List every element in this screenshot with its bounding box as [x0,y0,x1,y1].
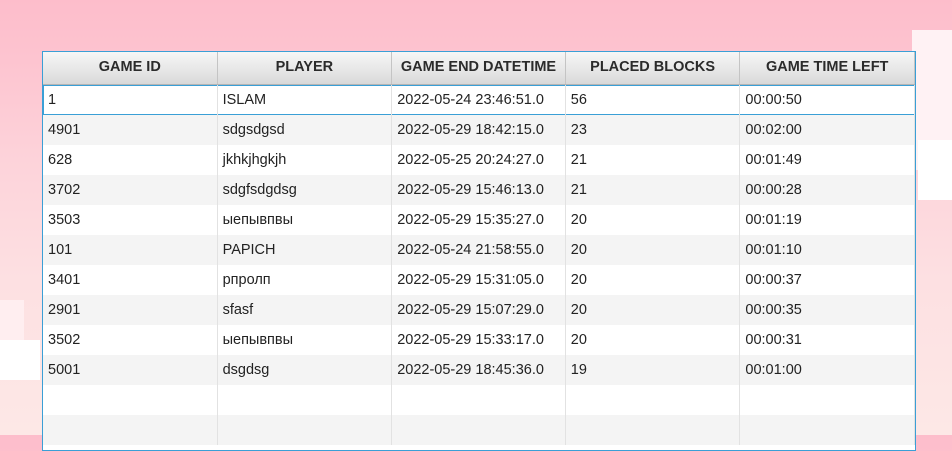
cell-game-id: 1 [43,85,218,115]
column-header-game-time-left[interactable]: GAME TIME LEFT [740,52,915,84]
cell-game-end-datetime: 2022-05-29 15:35:27.0 [392,205,566,235]
table-row[interactable]: 628 jkhkjhgkjh 2022-05-25 20:24:27.0 21 … [43,145,915,175]
column-header-player[interactable]: PLAYER [218,52,393,84]
table-row[interactable]: 3502 ыепывпвы 2022-05-29 15:33:17.0 20 0… [43,325,915,355]
table-row[interactable]: 3702 sdgfsdgdsg 2022-05-29 15:46:13.0 21… [43,175,915,205]
cell-player: PAPICH [218,235,393,265]
cell-placed-blocks: 20 [566,235,741,265]
cell-game-time-left: 00:00:37 [740,265,915,295]
cell-game-id: 3503 [43,205,218,235]
cell-game-id: 4901 [43,115,218,145]
cell-game-id: 101 [43,235,218,265]
background-cloud [0,340,40,380]
empty-cell [566,415,741,445]
table-row[interactable]: 101 PAPICH 2022-05-24 21:58:55.0 20 00:0… [43,235,915,265]
cell-game-end-datetime: 2022-05-29 18:42:15.0 [392,115,566,145]
cell-player: sdgsdgsd [218,115,393,145]
table-header: GAME ID PLAYER GAME END DATETIME PLACED … [43,52,915,85]
empty-cell [218,415,393,445]
column-header-game-end-datetime[interactable]: GAME END DATETIME [392,52,566,84]
cell-placed-blocks: 23 [566,115,741,145]
table-row[interactable]: 5001 dsgdsg 2022-05-29 18:45:36.0 19 00:… [43,355,915,385]
table-row[interactable]: 4901 sdgsdgsd 2022-05-29 18:42:15.0 23 0… [43,115,915,145]
cell-placed-blocks: 19 [566,355,741,385]
empty-cell [43,415,218,445]
cell-player: ыепывпвы [218,325,393,355]
table-body: 1 ISLAM 2022-05-24 23:46:51.0 56 00:00:5… [43,85,915,445]
empty-cell [392,385,566,415]
cell-game-time-left: 00:00:28 [740,175,915,205]
table-row[interactable]: 2901 sfasf 2022-05-29 15:07:29.0 20 00:0… [43,295,915,325]
cell-player: рпролп [218,265,393,295]
cell-game-end-datetime: 2022-05-29 15:07:29.0 [392,295,566,325]
cell-placed-blocks: 56 [566,85,741,115]
cell-player: sfasf [218,295,393,325]
cell-game-end-datetime: 2022-05-25 20:24:27.0 [392,145,566,175]
cell-game-time-left: 00:01:19 [740,205,915,235]
cell-game-time-left: 00:01:00 [740,355,915,385]
empty-cell [740,385,915,415]
background-cloud [0,300,24,340]
table-row[interactable]: 3401 рпролп 2022-05-29 15:31:05.0 20 00:… [43,265,915,295]
cell-game-time-left: 00:02:00 [740,115,915,145]
cell-placed-blocks: 20 [566,205,741,235]
cell-game-end-datetime: 2022-05-29 15:33:17.0 [392,325,566,355]
cell-player: jkhkjhgkjh [218,145,393,175]
background-cloud [918,140,952,200]
empty-table-row [43,415,915,445]
cell-game-time-left: 00:01:49 [740,145,915,175]
empty-cell [218,385,393,415]
cell-placed-blocks: 20 [566,265,741,295]
cell-game-id: 628 [43,145,218,175]
cell-game-time-left: 00:01:10 [740,235,915,265]
cell-placed-blocks: 20 [566,295,741,325]
cell-game-time-left: 00:00:35 [740,295,915,325]
cell-game-end-datetime: 2022-05-24 21:58:55.0 [392,235,566,265]
cell-placed-blocks: 21 [566,145,741,175]
empty-cell [740,415,915,445]
cell-game-end-datetime: 2022-05-29 18:45:36.0 [392,355,566,385]
cell-player: ISLAM [218,85,393,115]
cell-game-end-datetime: 2022-05-24 23:46:51.0 [392,85,566,115]
cell-placed-blocks: 20 [566,325,741,355]
cell-game-id: 3502 [43,325,218,355]
cell-game-id: 2901 [43,295,218,325]
table-row[interactable]: 1 ISLAM 2022-05-24 23:46:51.0 56 00:00:5… [43,85,915,115]
cell-game-end-datetime: 2022-05-29 15:46:13.0 [392,175,566,205]
column-header-game-id[interactable]: GAME ID [43,52,218,84]
cell-game-time-left: 00:00:31 [740,325,915,355]
cell-game-end-datetime: 2022-05-29 15:31:05.0 [392,265,566,295]
cell-game-id: 3702 [43,175,218,205]
cell-player: dsgdsg [218,355,393,385]
cell-game-time-left: 00:00:50 [740,85,915,115]
cell-game-id: 5001 [43,355,218,385]
empty-table-row [43,385,915,415]
column-header-placed-blocks[interactable]: PLACED BLOCKS [566,52,741,84]
cell-placed-blocks: 21 [566,175,741,205]
cell-game-id: 3401 [43,265,218,295]
empty-cell [392,415,566,445]
empty-cell [566,385,741,415]
cell-player: sdgfsdgdsg [218,175,393,205]
cell-player: ыепывпвы [218,205,393,235]
table-row[interactable]: 3503 ыепывпвы 2022-05-29 15:35:27.0 20 0… [43,205,915,235]
leaderboard-table[interactable]: GAME ID PLAYER GAME END DATETIME PLACED … [42,51,916,451]
empty-cell [43,385,218,415]
